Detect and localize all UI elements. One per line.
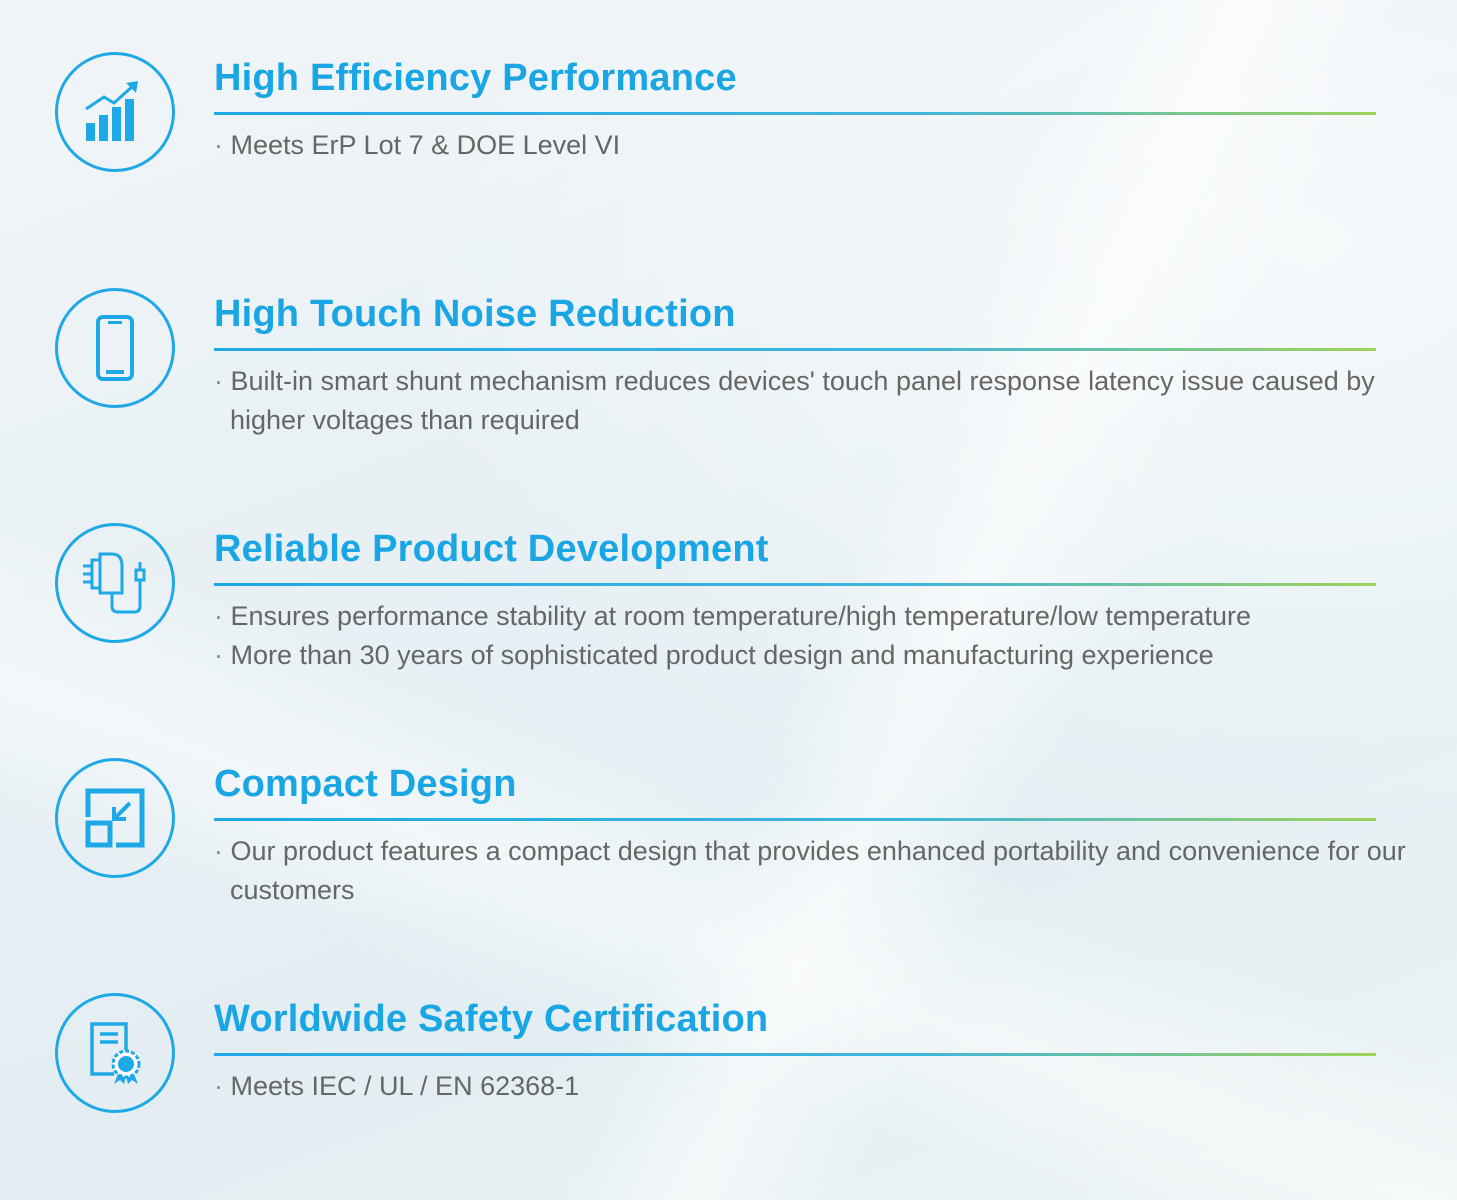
divider [214,1053,1376,1056]
divider [214,583,1376,586]
feature-bullet: Built-in smart shunt mechanism reduces d… [214,362,1444,440]
feature-bullet: Meets IEC / UL / EN 62368-1 [214,1067,1444,1106]
feature-touch-noise: High Touch Noise Reduction Built-in smar… [0,288,1457,488]
feature-title: Compact Design [214,763,517,805]
feature-bullet: Meets ErP Lot 7 & DOE Level VI [214,126,1444,165]
divider [214,818,1376,821]
feature-compact-design: Compact Design Our product features a co… [0,758,1457,958]
divider [214,112,1376,115]
feature-safety-certification: Worldwide Safety Certification Meets IEC… [0,993,1457,1193]
feature-title: Worldwide Safety Certification [214,998,769,1040]
feature-bullet: Ensures performance stability at room te… [214,597,1444,636]
smartphone-icon [55,288,175,408]
bar-chart-growth-icon [55,52,175,172]
feature-reliable-development: Reliable Product Development Ensures per… [0,523,1457,723]
certificate-icon [55,993,175,1113]
charger-adapter-icon [55,523,175,643]
feature-title: High Touch Noise Reduction [214,293,736,335]
feature-bullet: More than 30 years of sophisticated prod… [214,636,1444,675]
feature-title: High Efficiency Performance [214,57,737,99]
divider [214,348,1376,351]
compact-resize-icon [55,758,175,878]
feature-bullet: Our product features a compact design th… [214,832,1444,910]
feature-high-efficiency: High Efficiency Performance Meets ErP Lo… [0,52,1457,252]
feature-title: Reliable Product Development [214,528,769,570]
